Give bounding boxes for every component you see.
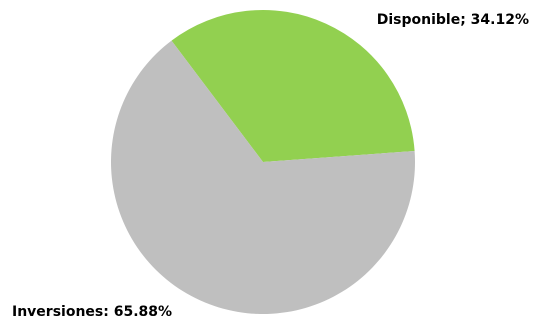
data-label-inversiones: Inversiones: 65.88% (12, 304, 172, 320)
pie-slices (111, 9, 416, 314)
data-label-disponible: Disponible; 34.12% (377, 12, 529, 28)
pie-slice-disponible (171, 9, 415, 162)
pie-slice-inversiones (111, 40, 416, 314)
